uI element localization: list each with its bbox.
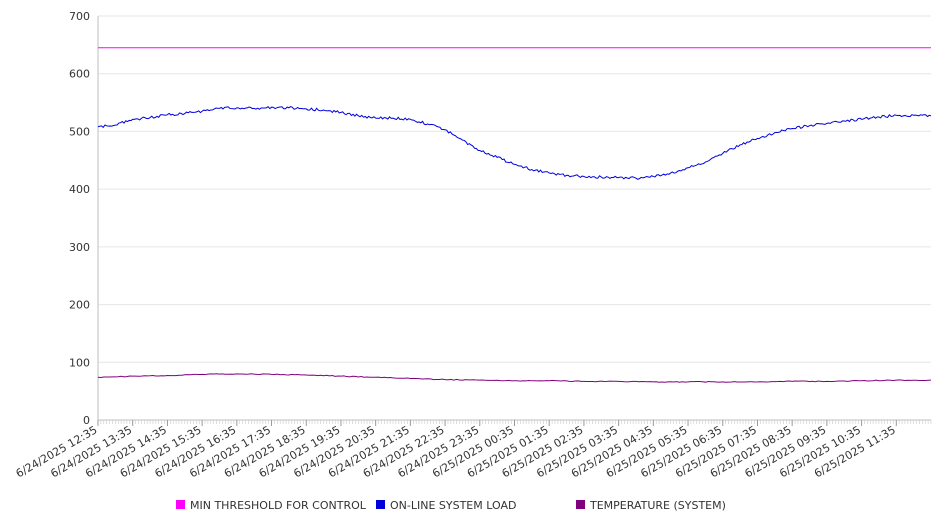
legend-swatch: [376, 500, 385, 509]
y-tick-label: 100: [69, 356, 90, 369]
legend-label: ON-LINE SYSTEM LOAD: [390, 499, 516, 512]
legend-item[interactable]: MIN THRESHOLD FOR CONTROL: [176, 499, 367, 512]
grid-lines: [98, 15, 931, 363]
y-tick-label: 500: [69, 125, 90, 138]
legend-swatch: [176, 500, 185, 509]
y-tick-label: 300: [69, 241, 90, 254]
legend-item[interactable]: ON-LINE SYSTEM LOAD: [376, 499, 516, 512]
series-lines: [97, 47, 932, 383]
legend-label: TEMPERATURE (SYSTEM): [589, 499, 726, 512]
legend: MIN THRESHOLD FOR CONTROL ON-LINE SYSTEM …: [176, 499, 726, 512]
legend-item[interactable]: TEMPERATURE (SYSTEM): [576, 499, 726, 512]
legend-swatch: [576, 500, 585, 509]
series-line-on-line-system-load: [97, 106, 932, 180]
y-tick-label: 700: [69, 10, 90, 23]
y-tick-label: 200: [69, 299, 90, 312]
legend-label: MIN THRESHOLD FOR CONTROL: [190, 499, 367, 512]
series-line-temperature-system: [97, 373, 932, 383]
y-tick-label: 600: [69, 68, 90, 81]
y-tick-label: 0: [83, 414, 90, 427]
y-tick-label: 400: [69, 183, 90, 196]
